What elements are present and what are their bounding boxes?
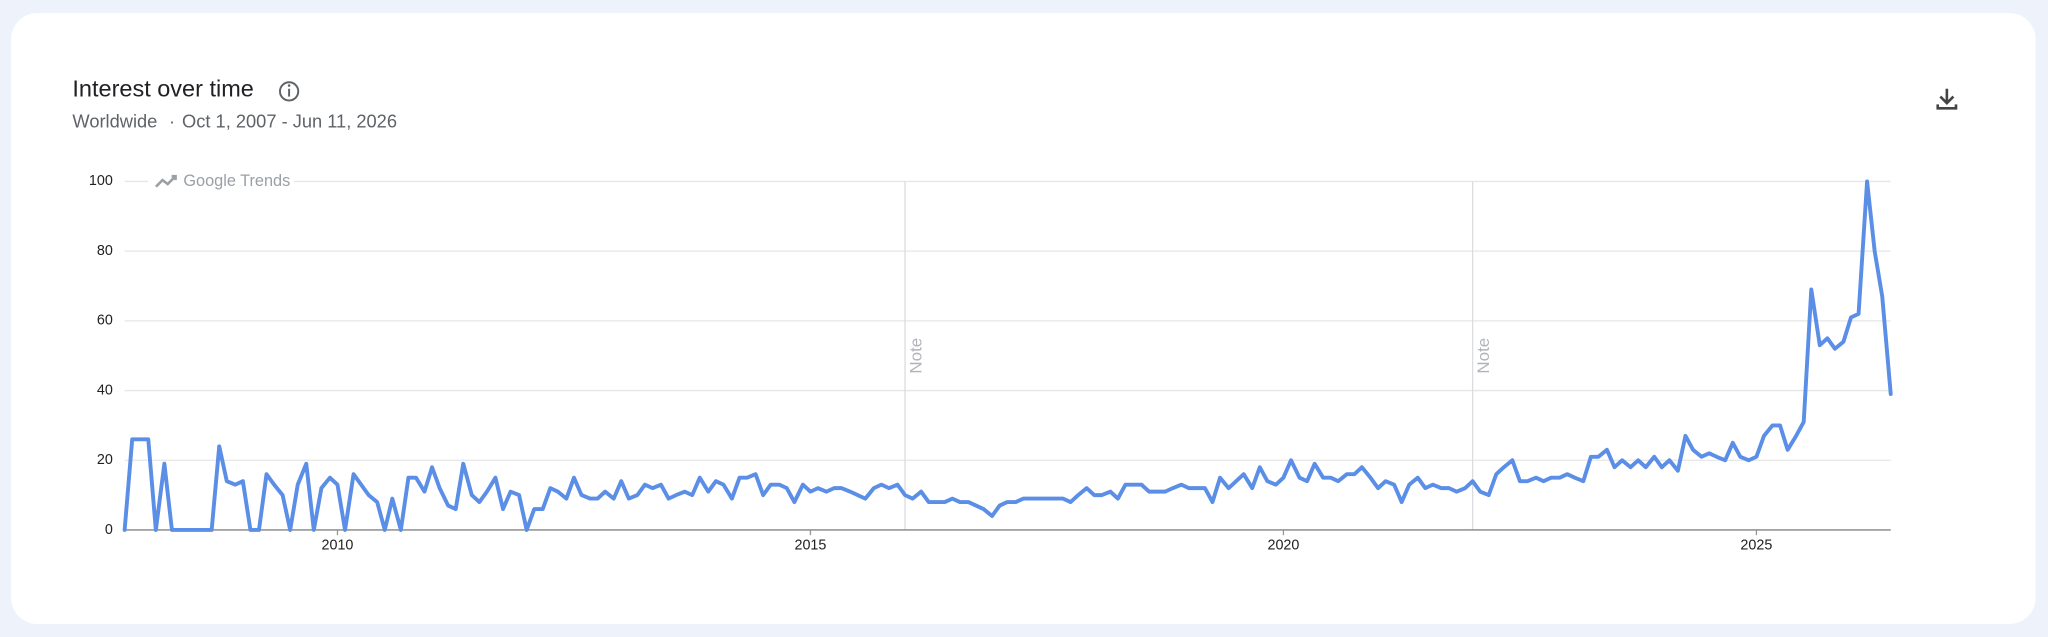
watermark-bg — [148, 169, 295, 194]
x-tick-label: 2010 — [322, 537, 354, 553]
x-tick-label: 2025 — [1740, 537, 1772, 553]
watermark-icon — [155, 174, 177, 188]
card-title: Interest over time — [72, 75, 253, 101]
note-label: Note — [906, 338, 925, 374]
y-tick-label: 20 — [97, 452, 113, 468]
region: Worldwide — [72, 111, 157, 132]
y-tick-label: 100 — [89, 173, 113, 189]
y-tick-label: 0 — [105, 522, 113, 538]
download-icon[interactable] — [1936, 88, 1958, 110]
note-label: Note — [1474, 338, 1493, 374]
period: Oct 1, 2007 - Jun 11, 2026 — [182, 111, 397, 132]
separator: · — [169, 111, 175, 132]
info-icon[interactable] — [278, 81, 300, 102]
plot: 0 20 40 60 80 100 2010 2015 2020 2025 Note Note — [89, 173, 1893, 553]
y-tick-label: 40 — [97, 382, 113, 398]
series-line — [122, 179, 1893, 532]
y-tick-label: 60 — [97, 313, 113, 329]
x-tick-label: 2015 — [794, 537, 826, 553]
card — [11, 13, 2036, 624]
x-tick-label: 2020 — [1267, 537, 1299, 553]
watermark: Google Trends — [183, 172, 290, 190]
y-tick-label: 80 — [97, 243, 113, 259]
